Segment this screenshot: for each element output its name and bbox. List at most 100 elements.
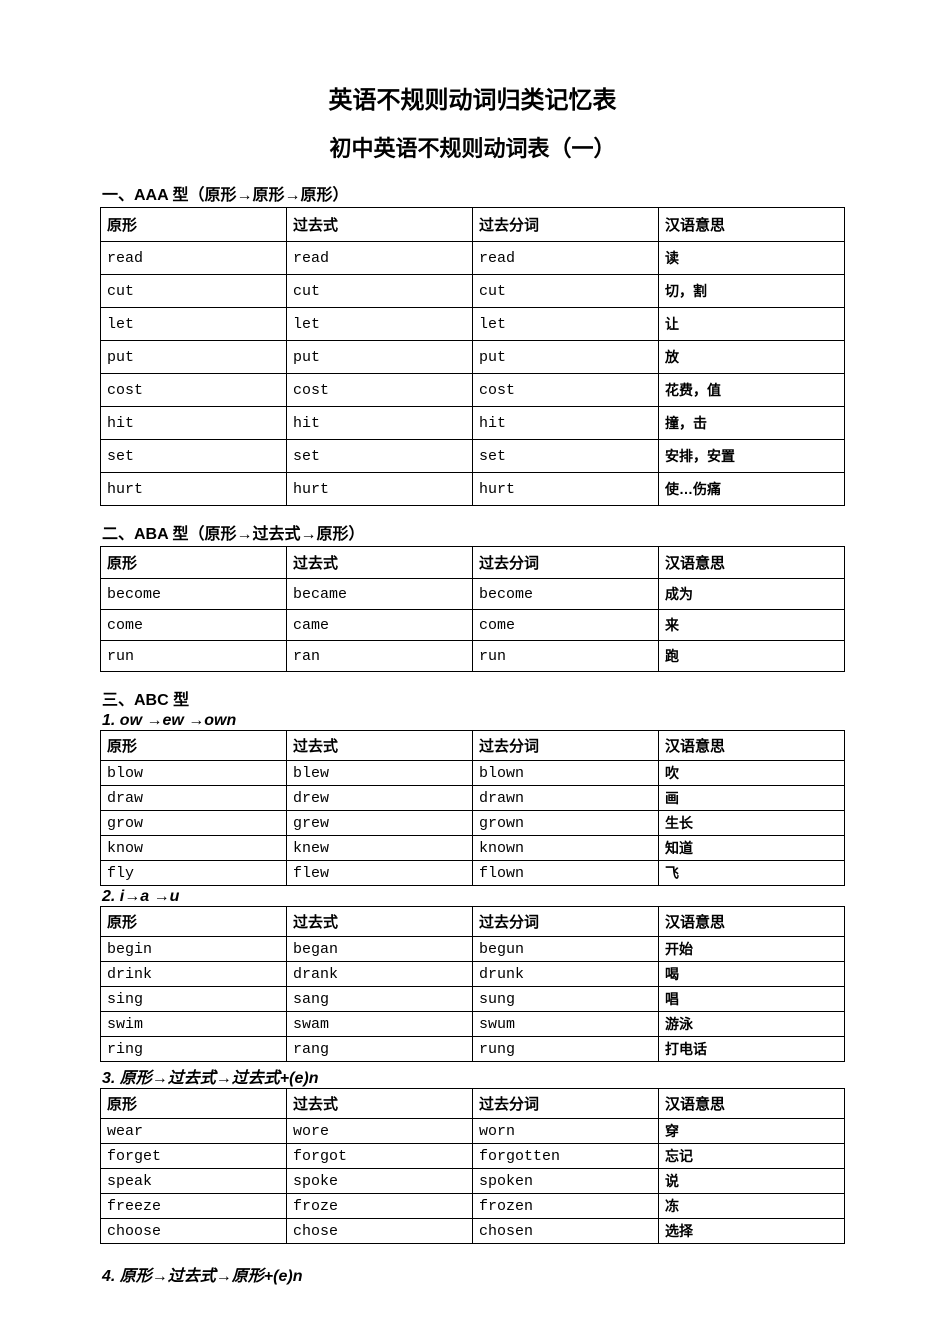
cell-en: froze	[287, 1194, 473, 1219]
cell-en: set	[101, 440, 287, 473]
cell-cn: 吹	[659, 761, 845, 786]
cell-en: freeze	[101, 1194, 287, 1219]
column-header: 原形	[101, 208, 287, 242]
table-row: comecamecome来	[101, 610, 845, 641]
table-row: forgetforgotforgotten忘记	[101, 1144, 845, 1169]
column-header: 过去分词	[473, 1089, 659, 1119]
column-header: 汉语意思	[659, 1089, 845, 1119]
pattern-heading: 4. 原形→过去式→原形+(e)n	[100, 1262, 845, 1286]
cell-cn: 冻	[659, 1194, 845, 1219]
column-header: 原形	[101, 1089, 287, 1119]
cell-en: cost	[473, 374, 659, 407]
cell-en: blew	[287, 761, 473, 786]
table-row: beginbeganbegun开始	[101, 937, 845, 962]
cell-en: become	[101, 579, 287, 610]
cell-cn: 唱	[659, 987, 845, 1012]
column-header: 过去式	[287, 731, 473, 761]
sub-title: 初中英语不规则动词表（一）	[100, 131, 845, 163]
cell-en: let	[287, 308, 473, 341]
cell-en: rung	[473, 1037, 659, 1062]
cell-en: swam	[287, 1012, 473, 1037]
cell-en: run	[473, 641, 659, 672]
cell-en: hit	[473, 407, 659, 440]
column-header: 汉语意思	[659, 731, 845, 761]
cell-cn: 跑	[659, 641, 845, 672]
cell-en: forget	[101, 1144, 287, 1169]
cell-en: sung	[473, 987, 659, 1012]
column-header: 过去分词	[473, 547, 659, 579]
cell-en: let	[101, 308, 287, 341]
cell-en: sang	[287, 987, 473, 1012]
section-heading: 三、ABC 型	[100, 686, 845, 710]
cell-en: cut	[101, 275, 287, 308]
cell-en: forgot	[287, 1144, 473, 1169]
table-row: hurthurthurt使…伤痛	[101, 473, 845, 506]
verb-table: 原形过去式过去分词汉语意思readreadread读cutcutcut切，割le…	[100, 207, 845, 506]
table-header-row: 原形过去式过去分词汉语意思	[101, 907, 845, 937]
section-heading: 一、AAA 型（原形→原形→原形）	[100, 181, 845, 205]
cell-en: know	[101, 836, 287, 861]
pattern-heading: 2. i→a →u	[100, 888, 845, 906]
cell-en: wore	[287, 1119, 473, 1144]
cell-cn: 打电话	[659, 1037, 845, 1062]
cell-en: began	[287, 937, 473, 962]
table-header-row: 原形过去式过去分词汉语意思	[101, 731, 845, 761]
cell-en: cut	[287, 275, 473, 308]
cell-en: hurt	[287, 473, 473, 506]
section-heading: 二、ABA 型（原形→过去式→原形）	[100, 520, 845, 544]
cell-en: hurt	[101, 473, 287, 506]
cell-en: wear	[101, 1119, 287, 1144]
cell-en: ring	[101, 1037, 287, 1062]
table-header-row: 原形过去式过去分词汉语意思	[101, 1089, 845, 1119]
table-row: flyflewflown飞	[101, 861, 845, 886]
cell-cn: 游泳	[659, 1012, 845, 1037]
cell-cn: 读	[659, 242, 845, 275]
cell-en: put	[287, 341, 473, 374]
cell-en: run	[101, 641, 287, 672]
table-row: becomebecamebecome成为	[101, 579, 845, 610]
cell-cn: 选择	[659, 1219, 845, 1244]
cell-cn: 让	[659, 308, 845, 341]
verb-table: 原形过去式过去分词汉语意思wearworeworn穿forgetforgotfo…	[100, 1088, 845, 1244]
cell-en: draw	[101, 786, 287, 811]
cell-cn: 成为	[659, 579, 845, 610]
table-row: setsetset安排，安置	[101, 440, 845, 473]
column-header: 过去分词	[473, 907, 659, 937]
column-header: 过去式	[287, 547, 473, 579]
cell-en: sing	[101, 987, 287, 1012]
cell-cn: 飞	[659, 861, 845, 886]
cell-cn: 切，割	[659, 275, 845, 308]
table-row: drawdrewdrawn画	[101, 786, 845, 811]
cell-cn: 知道	[659, 836, 845, 861]
cell-en: cost	[287, 374, 473, 407]
cell-cn: 忘记	[659, 1144, 845, 1169]
table-row: readreadread读	[101, 242, 845, 275]
cell-en: set	[287, 440, 473, 473]
column-header: 过去式	[287, 208, 473, 242]
table-row: hithithit撞，击	[101, 407, 845, 440]
table-row: runranrun跑	[101, 641, 845, 672]
cell-en: blow	[101, 761, 287, 786]
pattern-heading: 1. ow →ew →own	[100, 712, 845, 730]
main-title: 英语不规则动词归类记忆表	[100, 80, 845, 115]
cell-en: cost	[101, 374, 287, 407]
table-row: ringrangrung打电话	[101, 1037, 845, 1062]
column-header: 汉语意思	[659, 208, 845, 242]
table-row: blowblewblown吹	[101, 761, 845, 786]
cell-en: hit	[101, 407, 287, 440]
cell-cn: 安排，安置	[659, 440, 845, 473]
table-row: cutcutcut切，割	[101, 275, 845, 308]
table-row: speakspokespoken说	[101, 1169, 845, 1194]
cell-en: read	[101, 242, 287, 275]
cell-en: flown	[473, 861, 659, 886]
table-row: knowknewknown知道	[101, 836, 845, 861]
cell-cn: 生长	[659, 811, 845, 836]
table-row: costcostcost花费，值	[101, 374, 845, 407]
cell-en: put	[101, 341, 287, 374]
table-row: letletlet让	[101, 308, 845, 341]
cell-en: drew	[287, 786, 473, 811]
cell-en: hurt	[473, 473, 659, 506]
table-row: wearworeworn穿	[101, 1119, 845, 1144]
column-header: 汉语意思	[659, 547, 845, 579]
cell-cn: 开始	[659, 937, 845, 962]
